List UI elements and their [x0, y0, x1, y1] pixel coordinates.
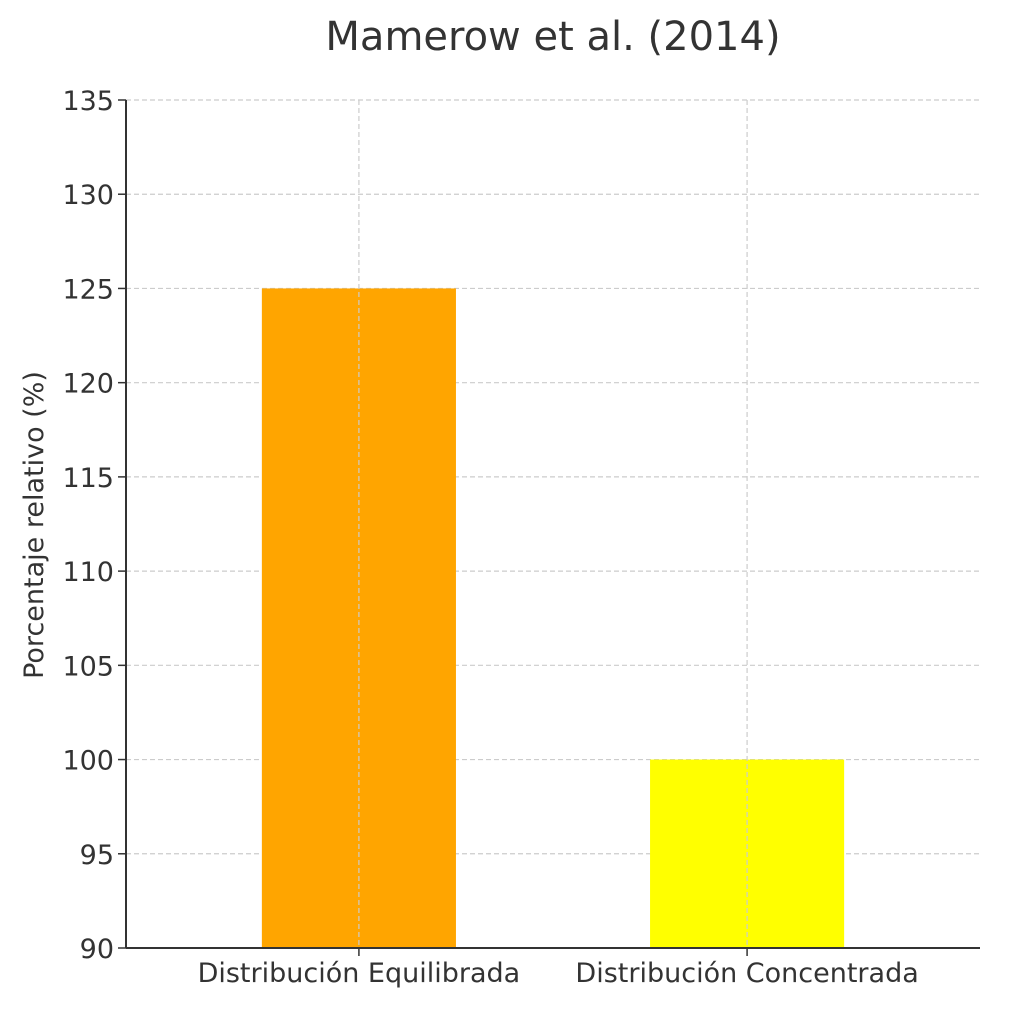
chart-title: Mamerow et al. (2014): [325, 14, 780, 60]
x-tick-label: Distribución Concentrada: [575, 958, 918, 989]
x-tick-label: Distribución Equilibrada: [198, 958, 521, 989]
vertical-grid-lines: [358, 100, 748, 948]
grid-lines: [126, 99, 980, 855]
bar: [261, 288, 456, 948]
y-tick-label: 120: [62, 369, 114, 400]
y-tick-label: 105: [62, 651, 114, 682]
y-tick-label: 115: [62, 463, 114, 494]
y-tick-label: 90: [80, 934, 114, 965]
y-tick-label: 130: [62, 180, 114, 211]
x-ticks: Distribución Equilibrada Distribución Con…: [198, 948, 919, 989]
y-ticks: 90 95 100 105 110 115 120 125 130 135: [62, 86, 126, 965]
y-axis-label: Porcentaje relativo (%): [19, 371, 50, 679]
bars: [261, 288, 845, 948]
y-tick-label: 125: [62, 274, 114, 305]
y-tick-label: 95: [80, 840, 114, 871]
y-tick-label: 135: [62, 86, 114, 117]
axes: [125, 100, 980, 949]
y-tick-label: 110: [62, 557, 114, 588]
y-tick-label: 100: [62, 746, 114, 777]
